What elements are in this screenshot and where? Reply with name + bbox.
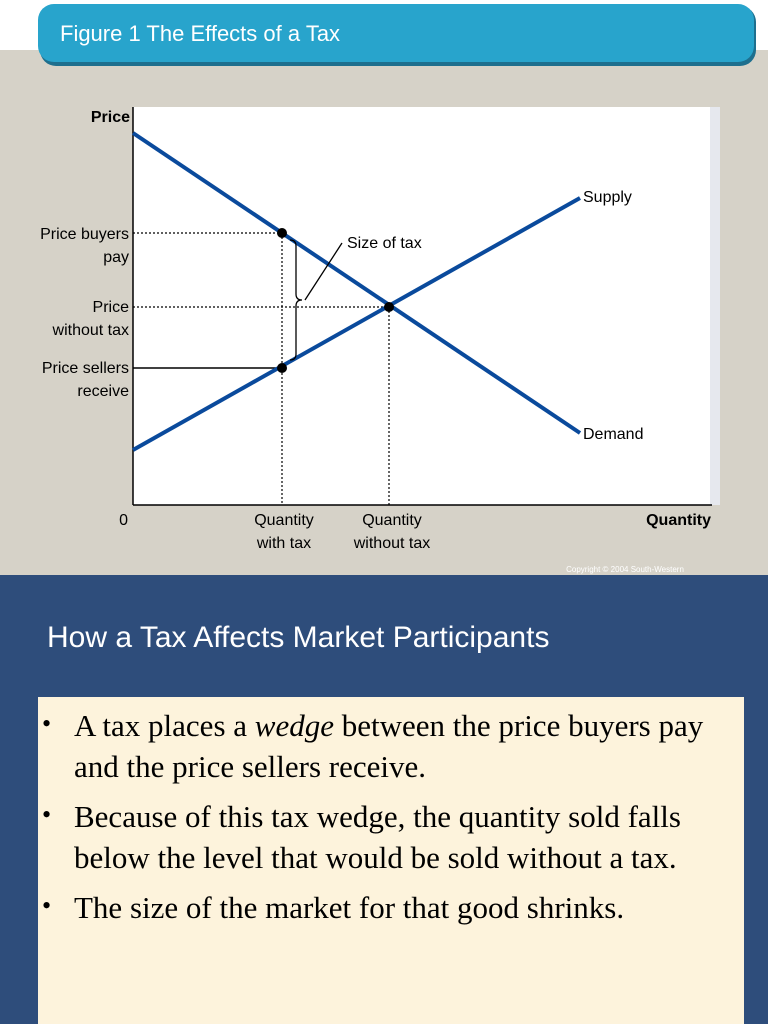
price-label: Price buyers [40,226,129,243]
quantity-label: Quantity [362,512,422,529]
axes [132,107,712,506]
bullet-text: between the price buyers pay and the pri… [74,708,704,784]
price-label: pay [103,249,129,266]
price-label: Price sellers [42,360,129,377]
copyright: Copyright © 2004 South-Western [566,565,684,574]
bullet-text: A tax places a [74,708,255,743]
y-axis-label: Price [91,109,130,126]
supply-label: Supply [583,189,632,206]
bullet-emphasis: wedge [254,708,334,743]
x-axis-label: Quantity [646,512,711,529]
bullet-list: A tax places a wedge between the price b… [42,703,724,928]
quantity-label: Quantity [254,512,314,529]
bullet-box: A tax places a wedge between the price b… [38,697,744,1024]
supply-curve [132,196,581,452]
plot-edge [710,107,720,505]
bullet-text: The size of the market for that good shr… [74,890,625,925]
banner [38,4,754,62]
bullet: A tax places a wedge between the price b… [42,703,724,787]
bullet: The size of the market for that good shr… [42,885,724,928]
bullet-text: Because of this tax wedge, the quantity … [74,799,681,875]
origin-label: 0 [119,512,128,529]
section-title: How a Tax Affects Market Participants [47,621,550,654]
tax-brace [289,239,303,361]
price-label: Price [93,299,130,316]
demand-curve [131,131,582,435]
tax-label: Size of tax [347,235,422,252]
demand-label: Demand [583,426,643,443]
bullet: Because of this tax wedge, the quantity … [42,794,724,878]
quantity-label: with tax [256,535,311,552]
price-label: receive [77,383,129,400]
points [277,228,394,373]
tax-leader [304,242,343,301]
plot-area [133,107,718,505]
slide-title: Figure 1 The Effects of a Tax [60,21,340,46]
slide-top: Figure 1 The Effects of a Tax Price Quan… [0,4,768,575]
text-section: How a Tax Affects Market Participants A … [0,575,768,1024]
quantity-label: without tax [353,535,430,552]
price-label: without tax [52,322,129,339]
